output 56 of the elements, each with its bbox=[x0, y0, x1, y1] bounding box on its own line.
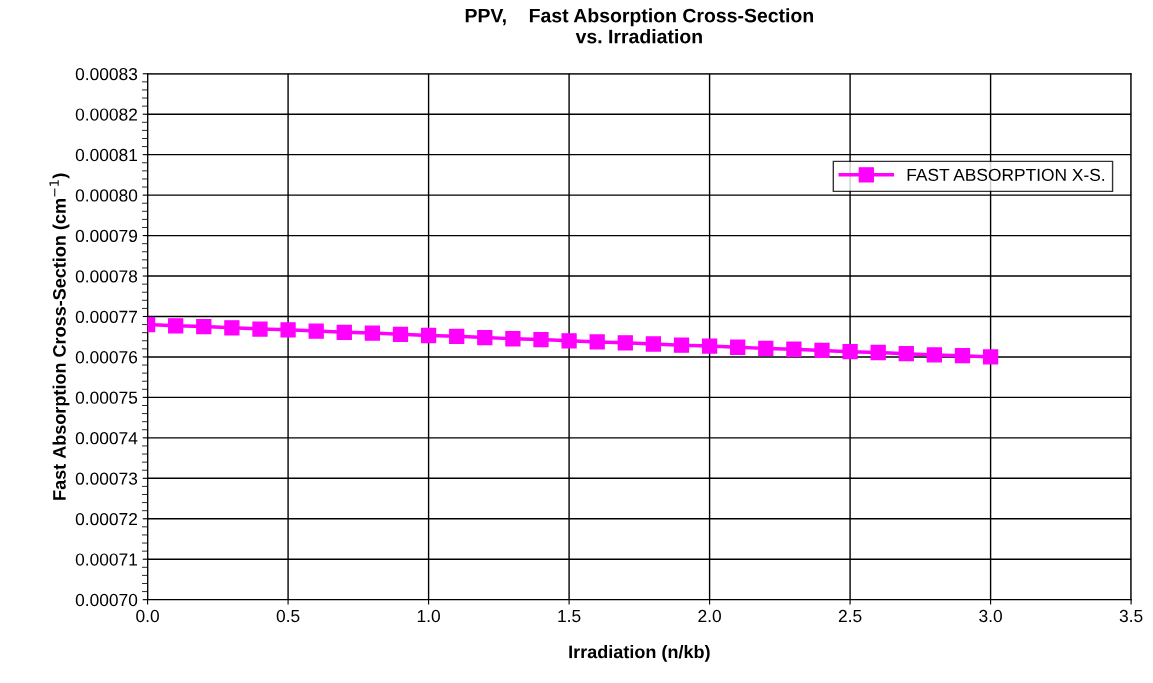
point bbox=[898, 346, 914, 362]
y-tick-label: 0.00075 bbox=[75, 391, 138, 404]
y-tick-label: 0.00077 bbox=[75, 310, 137, 323]
y-tick-label: 0.00078 bbox=[75, 270, 138, 283]
point bbox=[842, 344, 858, 360]
legend-label: FAST ABSORPTION X-S. bbox=[907, 168, 1105, 182]
y-tick-label: 0.00074 bbox=[75, 432, 138, 445]
x-tick-label: 0.5 bbox=[276, 609, 300, 623]
chart-title: PPV, Fast Absorption Cross-Section vs. Irradiation bbox=[465, 8, 813, 44]
point bbox=[589, 334, 605, 350]
y-tick-label: 0.00082 bbox=[75, 108, 137, 121]
point bbox=[645, 336, 662, 352]
x-tick-label: 1.0 bbox=[417, 609, 440, 623]
point bbox=[168, 318, 184, 334]
point bbox=[308, 323, 324, 339]
point bbox=[280, 322, 296, 338]
y-tick-label: 0.00081 bbox=[75, 148, 138, 162]
x-tick-label: 3.5 bbox=[1119, 609, 1143, 623]
point bbox=[617, 335, 633, 351]
y-tick-label: 0.00076 bbox=[75, 351, 138, 364]
x-axis-title: Irradiation (n/kb) bbox=[569, 645, 710, 662]
x-tick-label: 1.5 bbox=[558, 610, 581, 623]
y-tick-label: 0.00079 bbox=[75, 229, 138, 243]
point bbox=[982, 349, 999, 365]
y-tick-label: 0.00070 bbox=[75, 593, 138, 607]
point bbox=[392, 326, 409, 342]
y-tick-label: 0.00083 bbox=[75, 67, 138, 81]
y-tick-label: 0.00071 bbox=[75, 553, 138, 566]
x-tick-label: 2.5 bbox=[838, 609, 862, 623]
point bbox=[505, 331, 521, 347]
point bbox=[814, 342, 830, 359]
point bbox=[420, 327, 437, 344]
y-tick-label: 0.00080 bbox=[75, 189, 138, 202]
point bbox=[701, 338, 718, 354]
point bbox=[477, 329, 493, 346]
point bbox=[730, 339, 746, 355]
point bbox=[561, 333, 577, 349]
point bbox=[364, 325, 381, 341]
point bbox=[758, 340, 774, 357]
point bbox=[224, 320, 240, 336]
point bbox=[926, 347, 943, 363]
point bbox=[954, 348, 971, 364]
y-tick-label: 0.00072 bbox=[75, 512, 137, 526]
y-axis-title: Fast Absorption Cross-Section (cm$^{−1}$) bbox=[49, 173, 70, 500]
x-tick-label: 2.0 bbox=[698, 609, 721, 623]
point bbox=[786, 341, 802, 357]
x-tick-label: 3.0 bbox=[979, 609, 1002, 623]
point bbox=[196, 318, 212, 335]
point bbox=[252, 321, 268, 337]
point bbox=[336, 324, 352, 340]
point bbox=[870, 344, 886, 361]
y-tick-label: 0.00073 bbox=[75, 472, 138, 485]
point bbox=[449, 328, 465, 344]
x-tick-label: 0.0 bbox=[136, 609, 159, 623]
point bbox=[673, 337, 690, 353]
point bbox=[533, 331, 549, 348]
